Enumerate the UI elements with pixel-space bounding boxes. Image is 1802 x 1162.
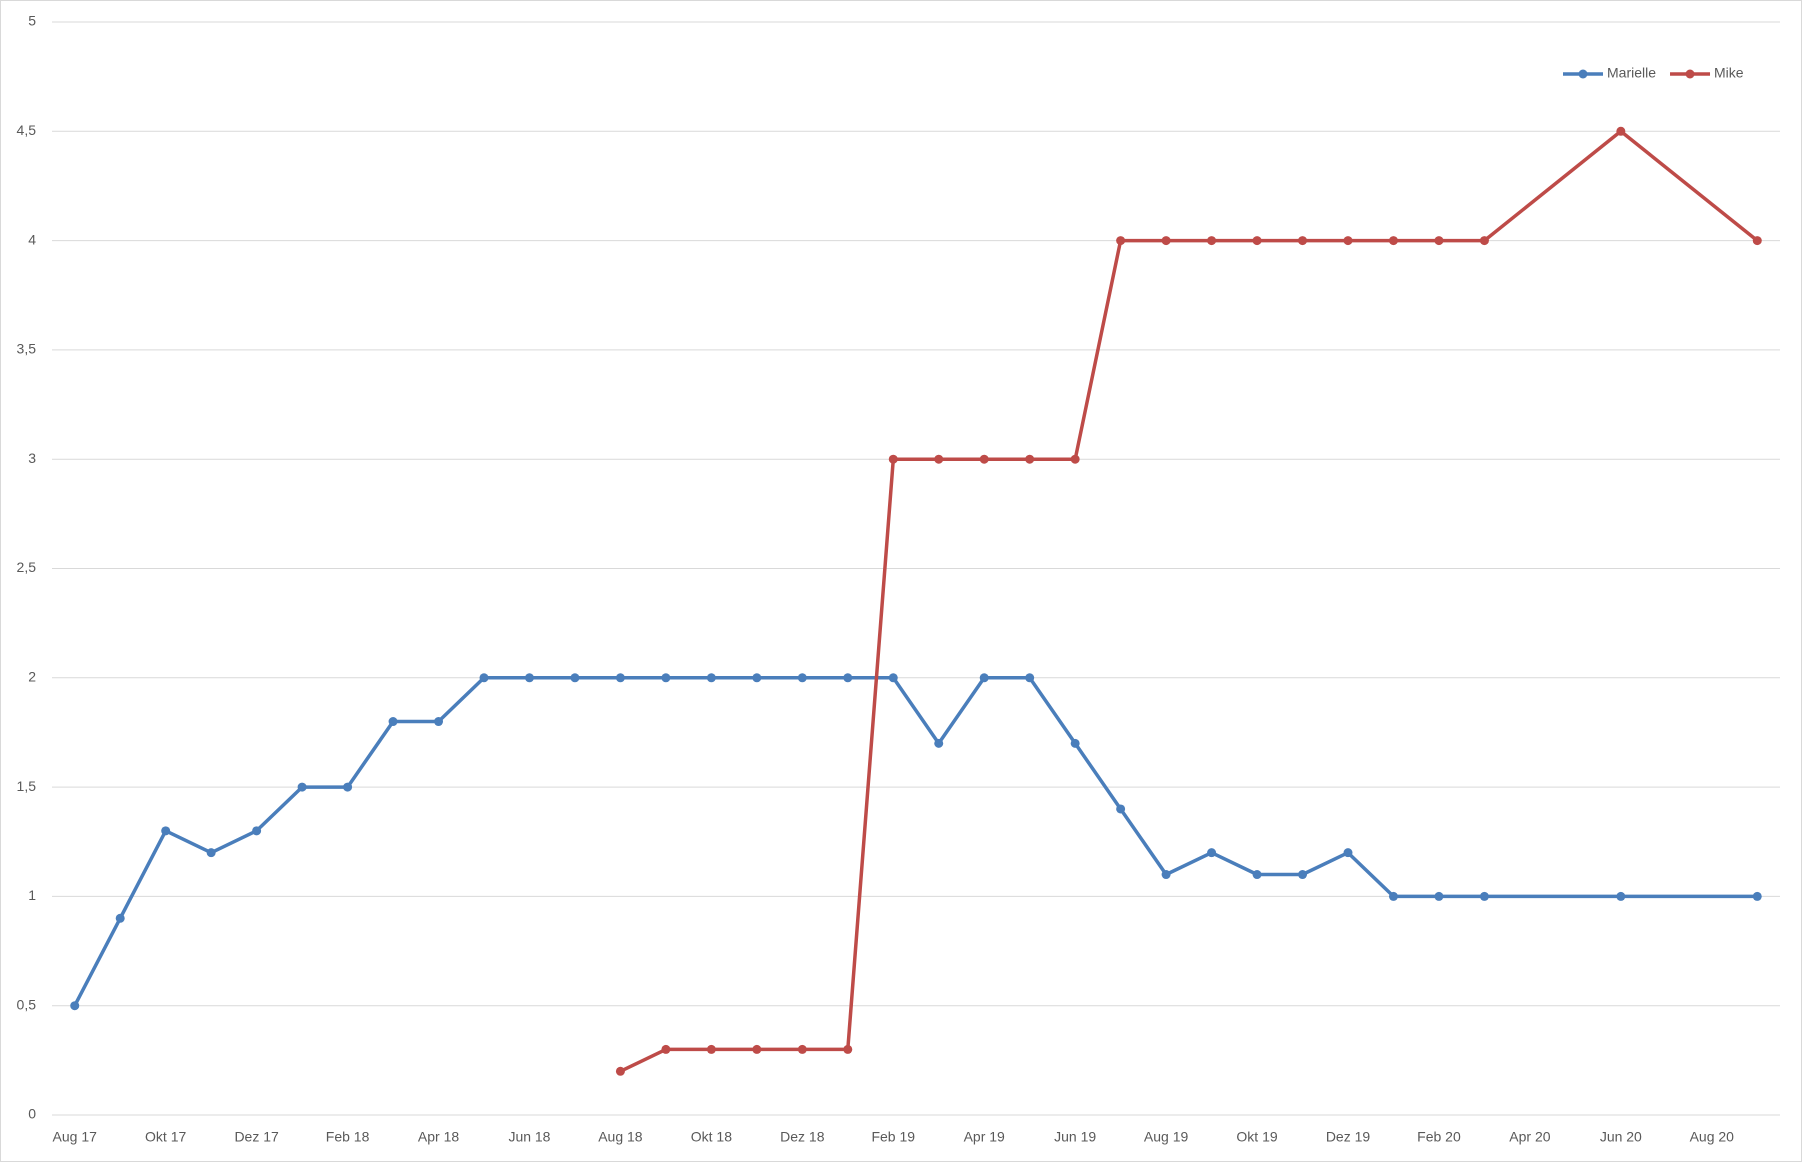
data-point — [1752, 236, 1762, 246]
data-point — [115, 913, 125, 923]
data-point — [752, 1044, 762, 1054]
data-point — [888, 673, 898, 683]
data-point — [661, 1044, 671, 1054]
x-tick-label: Apr 19 — [964, 1129, 1005, 1145]
data-point — [1025, 454, 1035, 464]
y-tick-label: 5 — [28, 13, 36, 29]
data-point — [1434, 236, 1444, 246]
data-point — [161, 826, 171, 836]
data-point — [1252, 870, 1262, 880]
x-tick-label: Dez 19 — [1326, 1129, 1371, 1145]
data-point — [524, 673, 534, 683]
data-point — [1388, 236, 1398, 246]
data-point — [797, 673, 807, 683]
x-tick-label: Apr 18 — [418, 1129, 459, 1145]
x-tick-label: Feb 18 — [326, 1129, 370, 1145]
y-tick-label: 1,5 — [17, 778, 37, 794]
data-point — [1070, 454, 1080, 464]
series-line — [73, 676, 1758, 1007]
x-tick-label: Okt 19 — [1236, 1129, 1277, 1145]
x-tick-label: Jun 18 — [508, 1129, 550, 1145]
data-point — [1479, 891, 1489, 901]
data-point — [1252, 236, 1262, 246]
data-point — [388, 717, 398, 727]
data-point — [479, 673, 489, 683]
data-point — [615, 673, 625, 683]
x-tick-label: Aug 20 — [1690, 1129, 1735, 1145]
data-point — [70, 1001, 80, 1011]
data-point — [706, 1044, 716, 1054]
data-point — [1298, 236, 1308, 246]
data-point — [979, 673, 989, 683]
data-point — [752, 673, 762, 683]
legend-marker — [1578, 69, 1588, 79]
x-tick-label: Aug 18 — [598, 1129, 643, 1145]
x-tick-label: Feb 20 — [1417, 1129, 1461, 1145]
data-point — [1616, 891, 1626, 901]
data-point — [343, 782, 353, 792]
y-tick-label: 0 — [28, 1106, 36, 1122]
x-tick-label: Apr 20 — [1509, 1129, 1550, 1145]
data-point — [661, 673, 671, 683]
data-point — [615, 1066, 625, 1076]
x-tick-label: Okt 17 — [145, 1129, 186, 1145]
data-point — [1343, 236, 1353, 246]
x-tick-label: Aug 19 — [1144, 1129, 1189, 1145]
data-point — [570, 673, 580, 683]
data-point — [843, 673, 853, 683]
legend-label: Mike — [1714, 65, 1744, 81]
y-tick-label: 4 — [28, 231, 36, 247]
x-tick-label: Jun 19 — [1054, 1129, 1096, 1145]
data-point — [1207, 848, 1217, 858]
data-point — [1752, 891, 1762, 901]
data-point — [1207, 236, 1217, 246]
legend-marker — [1685, 69, 1695, 79]
data-point — [706, 673, 716, 683]
data-point — [434, 717, 444, 727]
data-point — [1388, 891, 1398, 901]
series-line — [619, 129, 1759, 1073]
x-tick-label: Okt 18 — [691, 1129, 732, 1145]
data-point — [1116, 236, 1126, 246]
data-point — [934, 454, 944, 464]
data-point — [843, 1044, 853, 1054]
y-tick-label: 3 — [28, 450, 36, 466]
x-tick-label: Dez 17 — [234, 1129, 279, 1145]
data-point — [1298, 870, 1308, 880]
x-tick-label: Aug 17 — [53, 1129, 98, 1145]
data-point — [888, 454, 898, 464]
data-point — [797, 1044, 807, 1054]
x-tick-label: Jun 20 — [1600, 1129, 1642, 1145]
data-point — [934, 738, 944, 748]
x-tick-label: Dez 18 — [780, 1129, 825, 1145]
data-point — [1116, 804, 1126, 814]
data-point — [297, 782, 307, 792]
data-point — [1070, 738, 1080, 748]
y-tick-label: 2 — [28, 669, 36, 685]
data-point — [979, 454, 989, 464]
y-tick-label: 4,5 — [17, 122, 37, 138]
data-point — [206, 848, 216, 858]
data-point — [1161, 236, 1171, 246]
data-point — [1161, 870, 1171, 880]
legend-label: Marielle — [1607, 65, 1656, 81]
data-point — [1479, 236, 1489, 246]
data-point — [1434, 891, 1444, 901]
data-point — [1616, 126, 1626, 136]
y-tick-label: 3,5 — [17, 341, 37, 357]
y-tick-label: 1 — [28, 887, 36, 903]
y-tick-label: 0,5 — [17, 996, 37, 1012]
y-tick-label: 2,5 — [17, 559, 37, 575]
data-point — [1025, 673, 1035, 683]
data-point — [252, 826, 262, 836]
x-tick-label: Feb 19 — [871, 1129, 915, 1145]
data-point — [1343, 848, 1353, 858]
